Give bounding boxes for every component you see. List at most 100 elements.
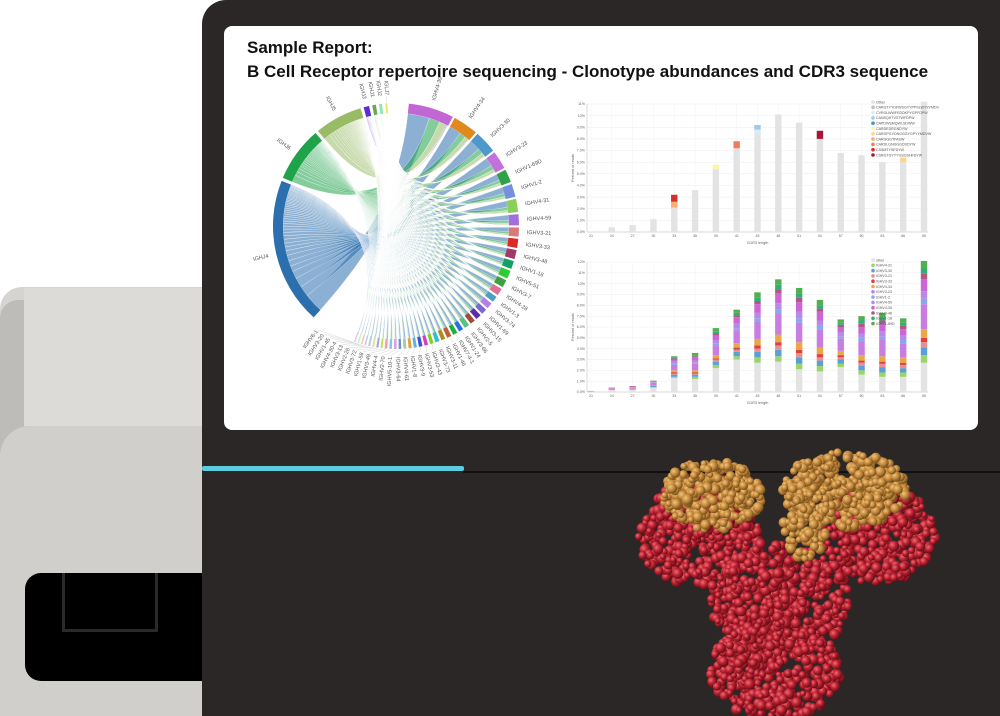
atom [659, 537, 668, 545]
atom [833, 448, 842, 457]
atom [816, 699, 825, 708]
atom [655, 531, 662, 539]
x-tick-label: 60 [860, 394, 864, 398]
v-gene-label: IGHV5-10-1 [387, 357, 394, 387]
atom [830, 531, 839, 540]
y-tick-label: 3.0% [577, 358, 586, 362]
atom [720, 603, 729, 612]
atom [877, 575, 884, 583]
bar-segment [899, 368, 907, 373]
bar-segment [816, 311, 824, 321]
bar-segment [816, 354, 824, 358]
bar-segment [899, 340, 907, 344]
v-gene-arc [432, 331, 440, 343]
atom [753, 593, 764, 604]
x-tick-label: 51 [797, 394, 801, 398]
bar-segment [629, 386, 636, 387]
legend-label: CARGPGYDNGGGYGPYYMDVW [876, 132, 932, 136]
atom [840, 550, 849, 559]
v-gene-arc [506, 198, 519, 214]
atom [743, 509, 754, 520]
label-leader-line [335, 341, 365, 347]
v-gene-label: IGHV3-33 [525, 242, 550, 251]
atom [791, 697, 803, 708]
x-tick-label: 33 [672, 234, 676, 238]
atom [794, 462, 802, 470]
legend-label: CSRGTGYYYGSGSHFDYW [876, 153, 923, 157]
bar-segment [712, 340, 720, 344]
atom [799, 571, 808, 580]
atom [845, 518, 853, 526]
atom [725, 648, 735, 658]
atom [776, 675, 785, 684]
legend-label: CVRGLWWFEDDKPYGPFDPW [876, 111, 928, 115]
atom [859, 546, 870, 557]
atom [759, 626, 769, 636]
j-gene-label: IGHJ4 [253, 254, 270, 263]
atom [837, 530, 846, 539]
v-gene-arc [470, 133, 494, 157]
bar-segment [858, 341, 865, 356]
y-tick-label: 9.0% [577, 293, 586, 297]
v-gene-arc [376, 337, 380, 348]
bar-segment [899, 318, 907, 323]
sequencer-front-panel [25, 573, 223, 681]
atom [766, 601, 774, 609]
atom [659, 553, 666, 560]
v-gene-label: IGHV3-21 [527, 230, 552, 237]
y-tick-label: 2.0% [577, 207, 586, 211]
atom [715, 591, 722, 599]
atom [768, 544, 777, 554]
atom [900, 531, 908, 538]
atom [804, 458, 812, 466]
bar-segment [691, 373, 699, 375]
legend-swatch [871, 153, 875, 157]
bar-segment [712, 331, 720, 334]
label-leader-line [323, 333, 358, 345]
atom [860, 508, 870, 518]
atom [825, 578, 834, 587]
bar-segment [879, 340, 886, 357]
y-tick-label: 2.0% [577, 369, 586, 373]
x-tick-label: 66 [901, 234, 905, 238]
atom [915, 549, 924, 558]
bar-segment [754, 133, 761, 232]
bar-segment [858, 370, 865, 375]
bar-segment [712, 164, 720, 170]
v-gene-label: IGHV3-53 [423, 353, 435, 378]
atom [732, 480, 740, 488]
bar-segment [733, 328, 740, 331]
atom [737, 699, 745, 707]
label-leader-line [461, 331, 466, 337]
atom [732, 512, 740, 520]
atom [867, 530, 878, 540]
bar-segment [733, 148, 740, 232]
j-gene-arc [363, 105, 372, 117]
stacked-bar-chart-1: 0.0% 1.0% 2.0% 3.0% 4.0% 5.0% 6.0% 7.0% 8.0% 9.0%… [571, 100, 940, 245]
atom [790, 668, 800, 677]
atom [800, 506, 808, 513]
atom [703, 465, 713, 474]
bar-segment [795, 349, 803, 353]
x-tick-label: 69 [922, 394, 926, 398]
bar-segment [629, 389, 636, 392]
atom [728, 566, 739, 576]
atom [676, 557, 683, 564]
atom [798, 671, 807, 679]
legend-label: other [876, 258, 885, 262]
label-leader-line [383, 349, 396, 356]
bar-segment [650, 384, 657, 387]
legend-swatch [871, 268, 875, 273]
atom [929, 527, 938, 536]
y-axis-label: Percent of reads [571, 154, 575, 182]
bar-segment [837, 350, 844, 356]
v-gene-arc [402, 338, 407, 349]
legend-label: CARDEDRGNDYW [876, 127, 908, 131]
bar-segment [671, 361, 678, 364]
bar-segment [691, 190, 699, 232]
bar-segment [775, 114, 782, 232]
atom [756, 637, 764, 645]
bar-segment [671, 373, 678, 375]
bar-segment [691, 379, 699, 392]
atom [771, 684, 778, 691]
